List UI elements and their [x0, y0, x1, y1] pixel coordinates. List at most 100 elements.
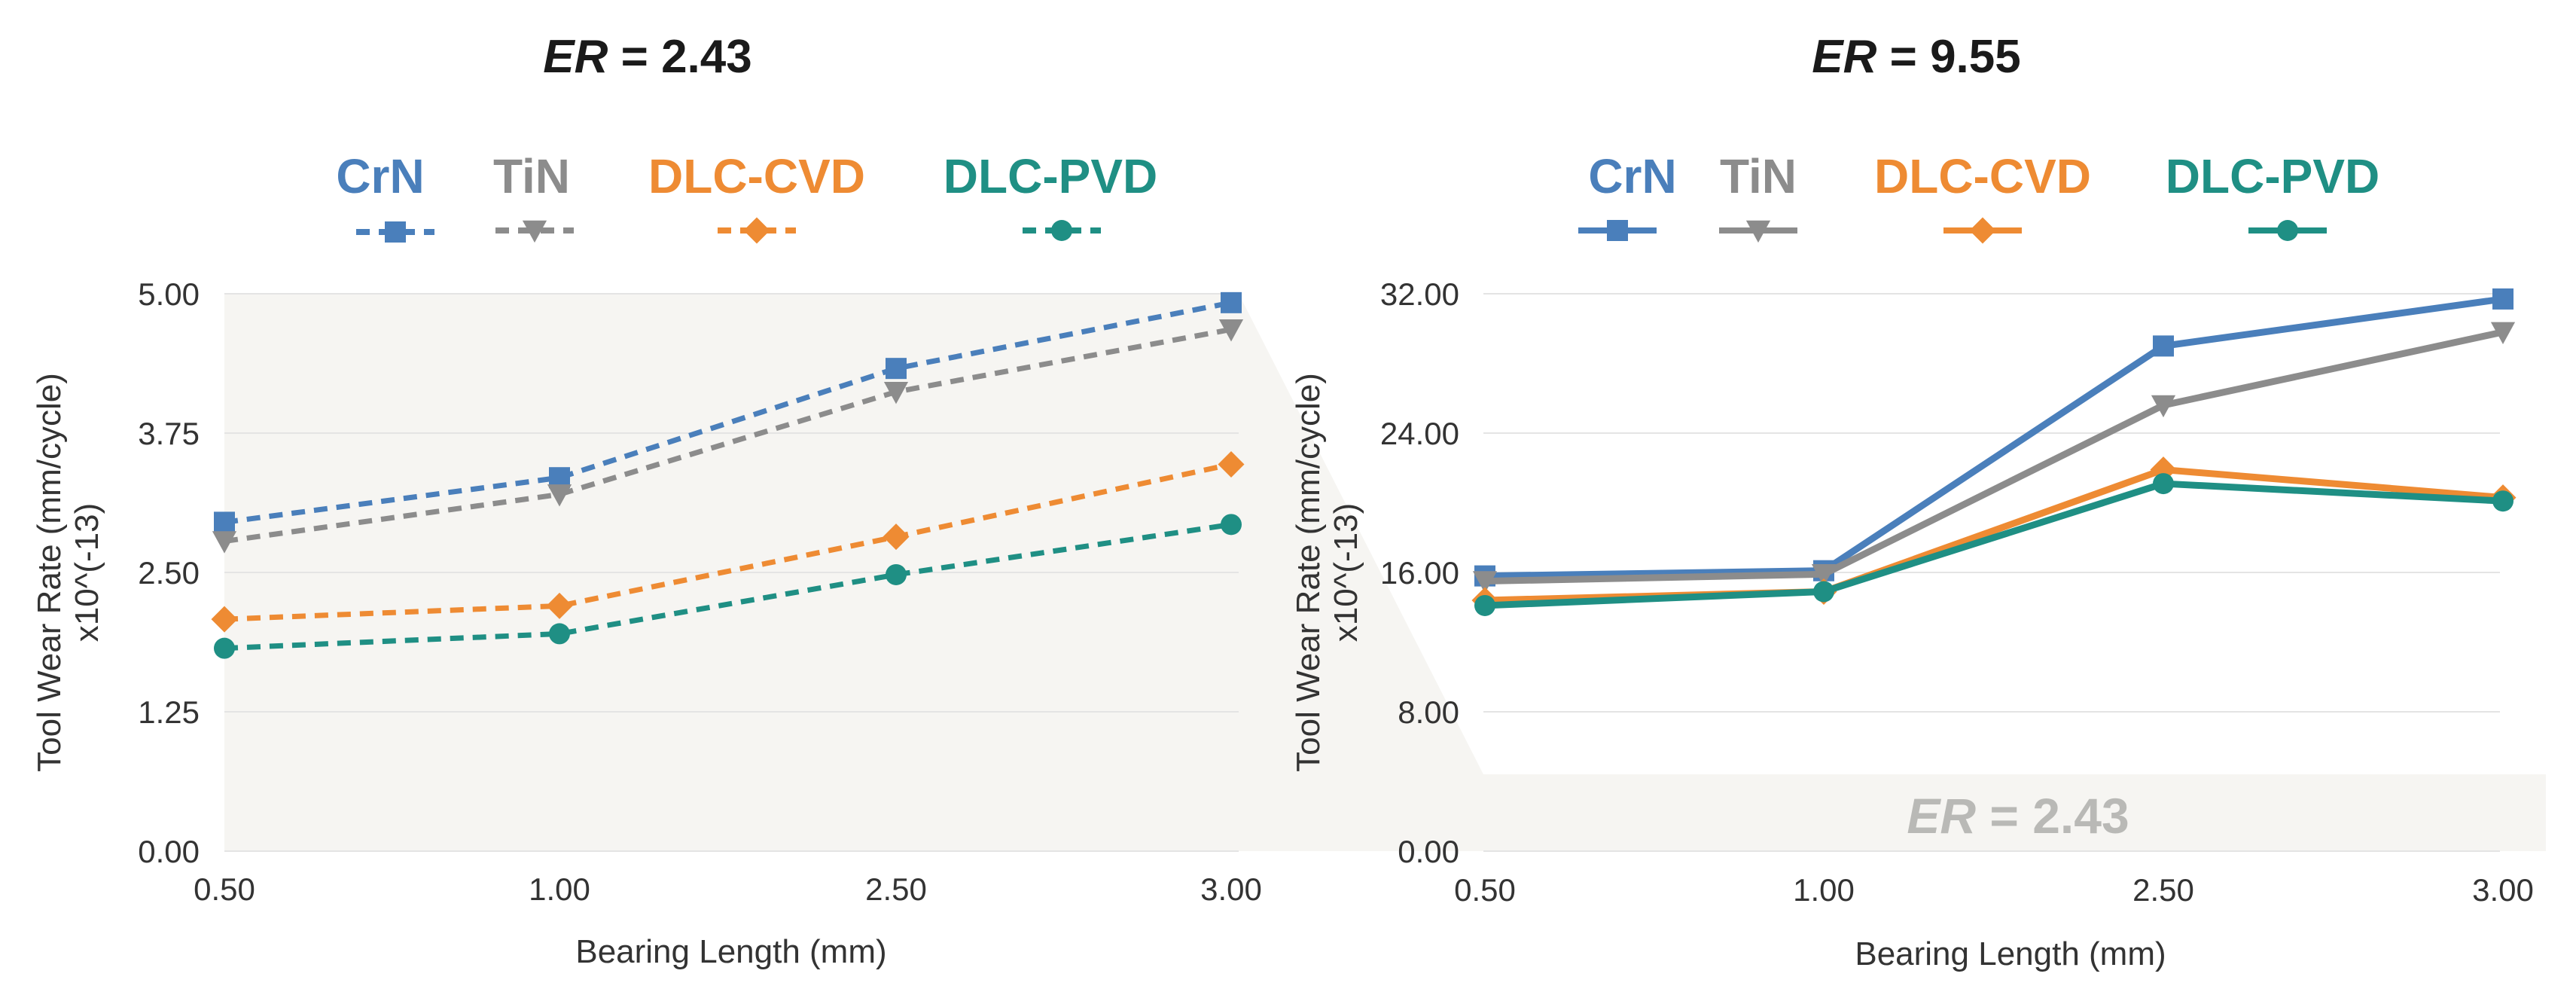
data-point-crn: [1221, 291, 1242, 313]
chart-right-legend: CrN TiN DLC-CVD DLC-PVD: [1578, 149, 2379, 244]
data-point-dlc-pvd: [1813, 581, 1834, 603]
data-point-dlc-cvd: [546, 592, 573, 619]
data-point-dlc-pvd: [886, 563, 907, 585]
y-tick-label: 0.00: [1398, 834, 1459, 869]
chart-left-title: ER = 2.43: [543, 31, 751, 83]
data-point-dlc-pvd: [549, 623, 570, 645]
y-tick-label: 0.00: [138, 834, 200, 869]
legend-marker: [1969, 217, 1996, 244]
data-point-tin: [2490, 322, 2516, 344]
legend-marker: [385, 221, 406, 243]
legend-swatch-dlc-pvd: [2248, 220, 2327, 241]
series-line-dlc-cvd: [224, 462, 1232, 622]
data-point-dlc-pvd: [2153, 473, 2174, 495]
chart-left-yticks: 0.00 1.25 2.50 3.75 5.00: [138, 276, 200, 869]
y-tick-label: 24.00: [1380, 416, 1459, 451]
x-tick-label: 0.50: [1454, 872, 1516, 908]
legend-entry-crn: CrN: [1578, 149, 1677, 241]
x-tick-label: 3.00: [2472, 872, 2534, 908]
right-zoom-band: [1483, 774, 2546, 851]
series-line-crn: [224, 300, 1232, 525]
y-tick-label: 32.00: [1380, 276, 1459, 312]
legend-label-crn: CrN: [1588, 149, 1676, 203]
chart-left-series: [211, 291, 1245, 659]
data-point-dlc-cvd: [211, 606, 238, 633]
legend-entry-dlc-pvd: DLC-PVD: [2166, 149, 2379, 241]
legend-label-dlc-cvd: DLC-CVD: [648, 149, 865, 203]
legend-entry-tin: TiN: [493, 149, 574, 243]
chart-left: ER = 2.43 CrN TiN DLC-CVD DLC-PVD 0.00 1.…: [31, 31, 1262, 970]
legend-entry-dlc-cvd: DLC-CVD: [1874, 149, 2091, 244]
chart-left-xticks: 0.50 1.00 2.50 3.00: [194, 871, 1262, 907]
chart-right-xlabel: Bearing Length (mm): [1855, 935, 2166, 972]
chart-left-ylabel-line2: x10^(-13): [69, 503, 105, 642]
data-point-tin: [212, 531, 237, 554]
legend-entry-tin: TiN: [1719, 149, 1797, 243]
legend-label-dlc-pvd: DLC-PVD: [2166, 149, 2379, 203]
y-tick-label: 1.25: [138, 694, 200, 730]
data-point-dlc-pvd: [2492, 490, 2514, 512]
chart-left-ylabel: Tool Wear Rate (mm/cycle) x10^(-13): [31, 373, 105, 772]
chart-right-yticks: 0.00 8.00 16.00 24.00 32.00: [1380, 276, 1459, 869]
legend-swatch-dlc-cvd: [718, 217, 796, 244]
legend-swatch-tin: [495, 220, 574, 243]
legend-label-tin: TiN: [1720, 149, 1797, 203]
data-point-tin: [2151, 395, 2176, 418]
data-point-dlc-cvd: [1218, 450, 1245, 478]
series-line-tin: [224, 326, 1232, 545]
overlay-label: ER = 2.43: [1907, 788, 2129, 844]
legend-swatch-crn: [1578, 220, 1657, 241]
legend-label-crn: CrN: [336, 149, 424, 203]
y-tick-label: 16.00: [1380, 555, 1459, 591]
data-point-tin: [1811, 564, 1837, 587]
data-point-tin: [1472, 571, 1498, 594]
x-tick-label: 2.50: [2132, 872, 2194, 908]
chart-right-ylabel-line1: Tool Wear Rate (mm/cycle): [1290, 373, 1327, 772]
x-tick-label: 3.00: [1200, 871, 1262, 907]
legend-entry-crn: CrN: [336, 149, 434, 243]
legend-label-dlc-pvd: DLC-PVD: [944, 149, 1157, 203]
y-tick-label: 3.75: [138, 416, 200, 451]
legend-entry-dlc-pvd: DLC-PVD: [944, 149, 1157, 241]
x-tick-label: 2.50: [865, 871, 927, 907]
chart-left-xlabel: Bearing Length (mm): [575, 933, 886, 970]
data-point-dlc-pvd: [1221, 514, 1242, 536]
x-tick-label: 1.00: [529, 871, 590, 907]
series-line-dlc-pvd: [224, 521, 1232, 652]
chart-right-ylabel-line2: x10^(-13): [1328, 503, 1364, 642]
series-line-dlc-pvd: [1484, 480, 2504, 609]
legend-marker: [743, 217, 770, 244]
data-point-dlc-cvd: [883, 523, 910, 551]
zoom-connector-shading: [1239, 294, 1483, 851]
x-tick-label: 1.00: [1793, 872, 1855, 908]
x-tick-label: 0.50: [194, 871, 255, 907]
y-tick-label: 8.00: [1398, 694, 1459, 730]
data-point-crn: [2153, 335, 2174, 357]
data-point-tin: [1218, 319, 1244, 342]
data-point-crn: [214, 511, 235, 533]
chart-left-grid: [224, 293, 1239, 852]
chart-right-grid: [1483, 293, 2500, 852]
chart-left-ylabel-line1: Tool Wear Rate (mm/cycle): [31, 373, 68, 772]
chart-right-xticks: 0.50 1.00 2.50 3.00: [1454, 872, 2534, 908]
legend-swatch-tin: [1719, 220, 1797, 243]
data-point-tin: [883, 381, 909, 404]
legend-marker: [522, 220, 547, 243]
y-tick-label: 2.50: [138, 555, 200, 591]
legend-swatch-dlc-pvd: [1023, 220, 1101, 241]
legend-swatch-dlc-cvd: [1943, 217, 2022, 244]
chart-right-series: [1471, 288, 2517, 616]
data-point-tin: [547, 484, 572, 507]
y-tick-label: 5.00: [138, 276, 200, 312]
data-point-crn: [2492, 288, 2514, 310]
series-line-tin: [1484, 328, 2504, 585]
data-point-crn: [886, 358, 907, 380]
series-line-crn: [1484, 295, 2504, 580]
legend-label-tin: TiN: [493, 149, 570, 203]
legend-label-dlc-cvd: DLC-CVD: [1874, 149, 2091, 203]
zoom-region: ER = 2.43: [1239, 294, 2546, 851]
chart-right-ylabel: Tool Wear Rate (mm/cycle) x10^(-13): [1290, 373, 1364, 772]
legend-marker: [1745, 220, 1771, 243]
chart-right: ER = 9.55 CrN TiN DLC-CVD DLC-PVD 0.00 8.…: [1290, 31, 2534, 972]
